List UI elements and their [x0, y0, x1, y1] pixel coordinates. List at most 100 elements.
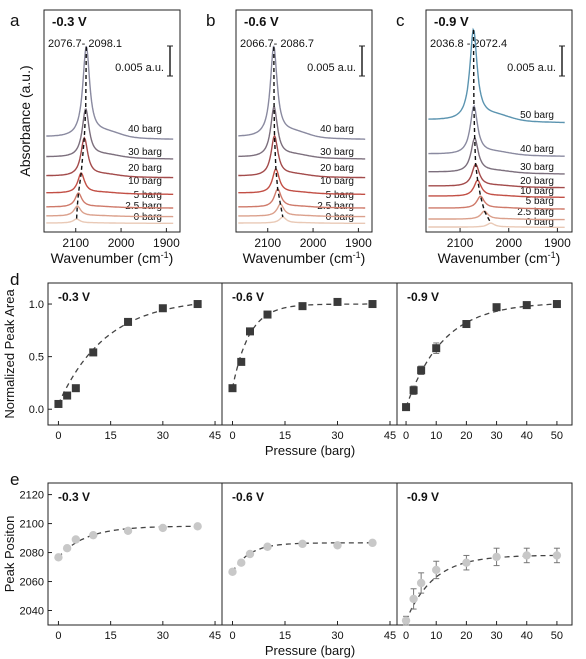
x-tick-label: 45	[209, 430, 221, 442]
data-point	[71, 384, 80, 393]
data-point	[123, 526, 133, 536]
x-tick-label: 2000	[300, 236, 327, 250]
data-point	[246, 327, 254, 336]
x-tick-label: 15	[279, 430, 291, 442]
subplot-title: -0.3 V	[58, 290, 90, 304]
data-point	[62, 544, 72, 553]
data-point	[237, 558, 246, 567]
series-label: 0 barg	[134, 212, 162, 223]
subplot-title: -0.9 V	[407, 490, 439, 504]
spectrum-line	[46, 205, 174, 218]
data-point	[492, 552, 501, 562]
peak-shift-guide	[273, 46, 284, 218]
subplot-frame	[396, 482, 573, 626]
panel-letter: d	[10, 270, 19, 289]
spectrum-line	[428, 210, 565, 221]
x-axis-label-sup: -1	[353, 250, 361, 260]
data-point	[263, 310, 272, 319]
series-label: 40 barg	[320, 124, 354, 135]
data-point	[333, 541, 342, 550]
x-tick-label: 50	[551, 430, 563, 442]
data-point	[228, 567, 237, 577]
peak-range-annotation: 2036.8 - 2072.4	[430, 38, 507, 50]
spectrum-line	[46, 172, 174, 195]
data-point	[333, 297, 342, 306]
spectrum-line	[238, 203, 366, 218]
x-axis-label-main: Wavenumber (cm	[243, 250, 353, 266]
data-point	[54, 553, 63, 562]
panel-letter: c	[396, 11, 405, 30]
series-label: 2.5 barg	[125, 201, 162, 212]
data-point	[193, 522, 202, 531]
x-tick-label: 0	[229, 430, 235, 442]
series-label: 20 barg	[320, 163, 354, 174]
data-point	[432, 344, 441, 353]
data-point	[298, 539, 307, 549]
x-tick-label: 40	[521, 630, 533, 642]
y-tick-label: 1.0	[29, 299, 44, 311]
series-label: 20 barg	[128, 163, 162, 174]
subplot-title: -0.6 V	[232, 490, 264, 504]
series-label: 5 barg	[134, 190, 162, 201]
y-tick-label: 2040	[20, 606, 44, 618]
data-point	[237, 357, 246, 366]
data-point	[409, 594, 418, 604]
data-point	[522, 551, 531, 560]
series-label: 5 barg	[326, 190, 354, 201]
x-tick-label: 40	[521, 430, 533, 442]
data-point	[368, 300, 377, 309]
x-tick-label: 2100	[254, 236, 281, 250]
fit-curve	[57, 525, 198, 558]
data-point	[552, 300, 561, 309]
subplot-title: -0.9 V	[407, 290, 439, 304]
x-tick-label: 1900	[544, 236, 571, 250]
data-point	[432, 565, 441, 575]
series-label: 30 barg	[520, 162, 554, 173]
spectrum-line	[46, 108, 174, 160]
x-axis-label-sup: -1	[548, 250, 556, 260]
y-axis-label: Peak Positon	[2, 516, 17, 593]
data-point	[263, 542, 272, 551]
y-tick-label: 0.0	[29, 404, 44, 416]
data-point	[417, 366, 426, 375]
x-axis-label-main: Wavenumber (cm	[438, 250, 548, 266]
data-point	[368, 538, 377, 548]
series-label: 40 barg	[520, 144, 554, 155]
x-tick-label: 2000	[108, 236, 135, 250]
x-tick-label: 20	[460, 430, 472, 442]
spectrum-line	[46, 45, 174, 140]
x-tick-label: 0	[55, 630, 61, 642]
series-label: 50 barg	[520, 110, 554, 121]
series-label: 30 barg	[320, 147, 354, 158]
data-point	[522, 301, 531, 310]
x-axis-label: Wavenumber (cm-1)	[51, 250, 174, 266]
x-axis-label-tail: )	[169, 250, 174, 266]
x-tick-label: 30	[490, 630, 502, 642]
spectrum-line	[238, 216, 366, 224]
data-point	[54, 399, 63, 408]
x-tick-label: 30	[331, 430, 343, 442]
data-point	[158, 523, 168, 533]
x-tick-label: 0	[403, 630, 409, 642]
series-label: 10 barg	[520, 186, 554, 197]
data-point	[245, 549, 255, 559]
x-tick-label: 30	[157, 430, 169, 442]
data-point	[193, 300, 202, 309]
series-label: 2.5 barg	[317, 201, 354, 212]
x-axis-label-tail: )	[556, 250, 561, 266]
data-point	[402, 403, 411, 412]
spectrum-line	[238, 134, 366, 179]
data-point	[462, 320, 471, 329]
x-tick-label: 1900	[345, 236, 372, 250]
x-tick-label: 30	[331, 630, 343, 642]
series-label: 20 barg	[520, 176, 554, 187]
fit-curve	[231, 303, 373, 389]
scale-bar-label: 0.005 a.u.	[307, 62, 356, 74]
fit-curve	[405, 303, 557, 408]
spectrum-line	[428, 222, 565, 228]
